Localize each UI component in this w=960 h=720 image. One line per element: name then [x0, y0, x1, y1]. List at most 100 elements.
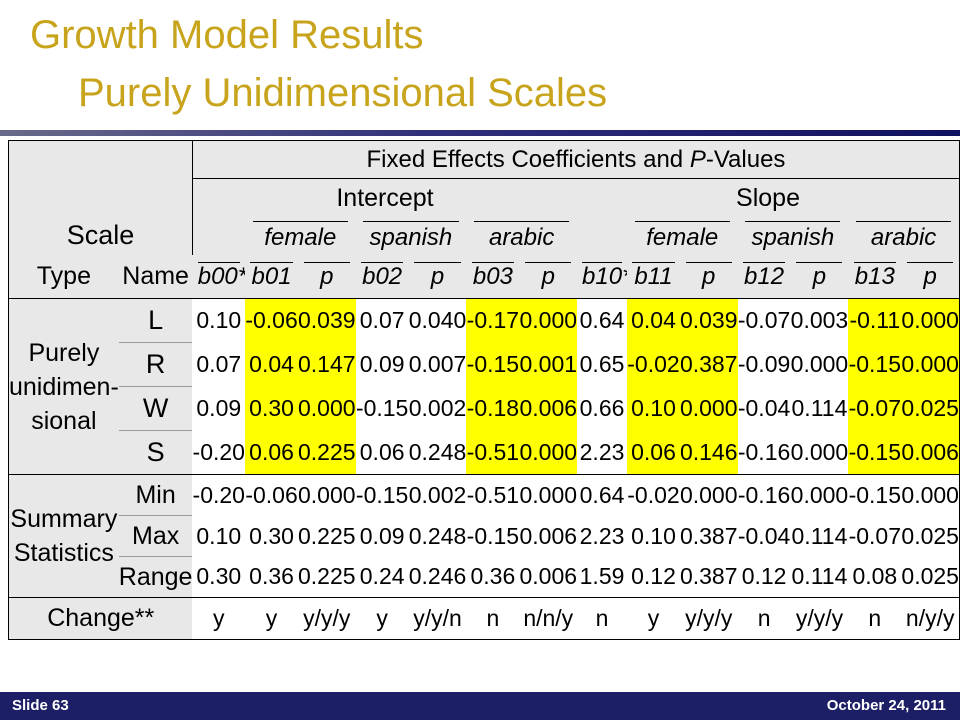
results-table-wrapper: Scale Fixed Effects Coefficients and P-Va…: [7, 140, 960, 640]
row-name: S: [118, 430, 193, 475]
table-cell: 0.040: [408, 307, 467, 334]
column-header: b01: [245, 254, 298, 299]
table-cell: 0.64: [579, 307, 625, 334]
column-header-label: p: [685, 261, 732, 291]
table-row: Intercept Slope: [9, 178, 960, 219]
table-row: Purely unidimen-sional L 0.10 -0.06 0.039 0.07…: [7, 298, 960, 475]
column-header: b02: [355, 254, 409, 299]
table-cell: 0.000: [679, 481, 738, 508]
column-header-label: b11: [632, 261, 675, 291]
change-cell: n: [466, 597, 520, 640]
section-label-purely: Purely unidimen-sional: [7, 298, 119, 475]
table-cell: 0.000: [519, 430, 578, 475]
table-cell: 0.65: [579, 351, 625, 377]
table-cell: 0.06: [355, 430, 409, 475]
table-cell: -0.02: [627, 342, 680, 387]
table-cell: 2.23: [579, 522, 625, 549]
fixed-effects-header-post: -Values: [705, 145, 786, 173]
row-name-label: L: [148, 305, 164, 335]
section-label-summary: Summary Statistics: [7, 474, 119, 598]
row-name-label: W: [142, 393, 169, 423]
table-row: Range 0.30 0.36 0.225 0.24 0.246 0.36 0.006 1.59…: [9, 556, 960, 598]
column-header-label: p: [907, 261, 954, 291]
name-label: Name: [122, 261, 189, 290]
table-cell: 0.001: [519, 342, 578, 387]
table-cell: 0.08: [848, 556, 902, 598]
group-header-spanish: spanish: [737, 218, 849, 255]
table-cell: -0.06: [245, 481, 298, 508]
intercept-label: Intercept: [336, 184, 434, 213]
table-cell: 0.114: [791, 522, 848, 549]
group-header-arabic: arabic: [466, 218, 578, 255]
column-header-label: b02: [360, 261, 404, 290]
table-cell: 0.30: [245, 386, 298, 431]
table-cell: -0.07: [737, 307, 791, 334]
table-cell: 0.12: [627, 556, 680, 598]
table-cell: 0.000: [519, 481, 578, 508]
table-cell: 0.66: [579, 395, 625, 421]
fixed-effects-header-pre: Fixed Effects Coefficients and: [366, 145, 690, 173]
column-header-label: b01: [250, 261, 293, 290]
table-cell: 0.09: [359, 351, 405, 377]
group-label: spanish: [745, 221, 841, 252]
row-name: R: [118, 342, 193, 387]
table-cell: -0.07: [848, 522, 902, 549]
row-name-label: S: [146, 437, 165, 467]
table-cell: -0.11: [848, 298, 902, 343]
column-header: p: [679, 254, 738, 299]
column-header-label: b10*: [582, 261, 628, 290]
column-header-label: p: [414, 261, 461, 291]
group-label: female: [252, 221, 348, 252]
table-cell: -0.04: [737, 395, 791, 421]
table-cell: 0.000: [901, 474, 960, 516]
table-cell: 0.248: [408, 522, 467, 549]
section-label-line: Purely: [28, 338, 100, 367]
group-header-arabic: arabic: [848, 218, 960, 255]
table-cell: 0.000: [679, 386, 738, 431]
table-cell: 0.09: [359, 522, 405, 549]
section-label-line: Statistics: [13, 539, 114, 567]
fixed-effects-header: Fixed Effects Coefficients and P-Values: [192, 140, 960, 179]
table-cell: -0.15: [848, 430, 902, 475]
slide-subtitle: Purely Unidimensional Scales: [78, 71, 608, 115]
change-cell: y/y/n: [408, 597, 467, 640]
table-cell: 0.30: [249, 522, 294, 549]
section-label-line: Summary: [10, 505, 118, 533]
column-header: p: [408, 254, 467, 299]
type-label: Type: [36, 261, 91, 290]
table-row: W 0.09 0.30 0.000 -0.15 0.002 -0.18 0.006 0.66 0.…: [9, 386, 960, 431]
change-cell: y/y/y: [679, 597, 738, 640]
column-header: p: [519, 254, 578, 299]
table-cell: 0.387: [679, 342, 738, 387]
table-row: Scale Fixed Effects Coefficients and P-Va…: [8, 140, 960, 255]
table-cell: 0.000: [298, 386, 356, 431]
slope-header: Slope: [577, 178, 960, 219]
table-row: female spanish arabic female spanish arabic: [9, 218, 960, 255]
table-cell: 2.23: [577, 430, 628, 475]
column-header: p: [901, 254, 960, 299]
table-cell: 0.387: [679, 556, 738, 598]
row-name: W: [118, 386, 193, 431]
table-cell: 0.248: [408, 430, 467, 475]
row-name: Range: [118, 556, 193, 598]
row-name-label: Range: [118, 562, 193, 591]
column-header: b13: [848, 254, 902, 299]
table-cell: -0.15: [848, 342, 902, 387]
table-cell: 0.36: [466, 556, 520, 598]
table-cell: 0.246: [408, 556, 467, 598]
table-cell: 0.006: [901, 430, 960, 475]
table-cell: -0.15: [848, 481, 902, 508]
table-cell: 0.10: [196, 522, 242, 549]
row-name-label: Min: [135, 480, 176, 509]
column-header: b03: [466, 254, 520, 299]
table-cell: 1.59: [577, 556, 628, 598]
column-header: b00*: [192, 254, 246, 299]
change-cell: n: [577, 597, 628, 640]
change-cell: y/y/y: [790, 597, 849, 640]
type-header: Type: [7, 254, 119, 299]
table-cell: -0.15: [466, 342, 520, 387]
section-label-line: unidimen-: [9, 372, 119, 401]
column-header-label: b00*: [197, 261, 246, 290]
table-cell: 0.04: [627, 298, 680, 343]
row-name-label: Max: [132, 521, 180, 550]
